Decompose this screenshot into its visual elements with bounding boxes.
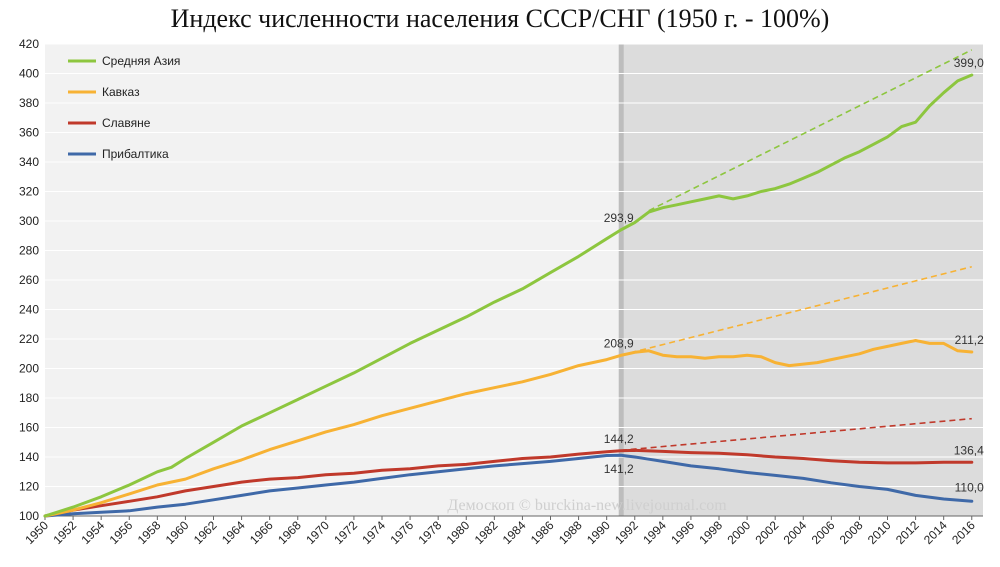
- data-label: 110,0: [955, 480, 984, 494]
- x-tick-label: 2014: [921, 518, 950, 547]
- x-tick-label: 2012: [893, 518, 922, 547]
- y-tick-label: 100: [19, 509, 39, 523]
- series-line: [43, 453, 974, 518]
- x-tick-label: 2008: [837, 518, 866, 547]
- y-tick-label: 380: [19, 96, 39, 110]
- y-tick-label: 360: [19, 126, 39, 140]
- x-tick-label: 2002: [753, 518, 782, 547]
- data-label: 141,2: [604, 462, 634, 476]
- series-line: [43, 73, 974, 518]
- legend-label: Прибалтика: [102, 147, 169, 161]
- x-tick-label: 1984: [500, 518, 529, 547]
- y-tick-label: 140: [19, 450, 39, 464]
- x-tick-label: 1986: [528, 518, 557, 547]
- legend-label: Кавказ: [102, 85, 140, 99]
- watermark: Демоскоп © burckina-new.livejournal.com: [447, 497, 727, 514]
- x-tick-label: 1978: [416, 518, 445, 547]
- y-tick-label: 400: [19, 67, 39, 81]
- trend-line: [620, 417, 972, 452]
- y-tick-label: 160: [19, 421, 39, 435]
- x-tick-label: 1976: [387, 518, 416, 547]
- legend-label: Средняя Азия: [102, 54, 180, 68]
- y-tick-label: 200: [19, 362, 39, 376]
- x-tick-label: 1998: [696, 518, 725, 547]
- x-tick-label: 1980: [444, 518, 473, 547]
- trend-line: [620, 265, 972, 357]
- x-tick-label: 1992: [612, 518, 641, 547]
- x-tick-label: 1956: [107, 518, 136, 547]
- y-tick-label: 220: [19, 332, 39, 346]
- x-tick-label: 1960: [163, 518, 192, 547]
- x-tick-label: 1958: [135, 518, 164, 547]
- data-label: 399,0: [954, 56, 984, 70]
- y-tick-label: 260: [19, 273, 39, 287]
- x-tick-label: 1970: [303, 518, 332, 547]
- x-tick-label: 1982: [472, 518, 501, 547]
- series-line: [43, 448, 974, 518]
- x-tick-label: 1962: [191, 518, 220, 547]
- x-tick-label: 1964: [219, 518, 248, 547]
- y-tick-label: 240: [19, 303, 39, 317]
- x-tick-label: 2000: [724, 518, 753, 547]
- x-tick-label: 1996: [668, 518, 697, 547]
- series-line: [43, 339, 974, 518]
- data-label: 208,9: [604, 336, 634, 350]
- x-tick-label: 2004: [781, 518, 810, 547]
- x-tick-label: 1968: [275, 518, 304, 547]
- x-tick-label: 1990: [584, 518, 613, 547]
- y-tick-label: 180: [19, 391, 39, 405]
- x-tick-label: 1966: [247, 518, 276, 547]
- data-label: 144,2: [604, 432, 634, 446]
- x-tick-label: 1974: [359, 518, 388, 547]
- legend-label: Славяне: [102, 116, 151, 130]
- x-tick-label: 1954: [79, 518, 108, 547]
- trend-line: [648, 49, 973, 212]
- x-tick-label: 2010: [865, 518, 894, 547]
- y-tick-label: 420: [19, 37, 39, 51]
- chart-title: Индекс численности населения СССР/СНГ (1…: [170, 4, 830, 33]
- y-tick-label: 320: [19, 185, 39, 199]
- data-label: 293,9: [604, 211, 634, 225]
- data-label: 136,4: [954, 443, 984, 457]
- data-label: 211,2: [955, 333, 984, 347]
- x-tick-label: 1988: [556, 518, 585, 547]
- y-tick-label: 120: [19, 480, 39, 494]
- y-tick-label: 340: [19, 155, 39, 169]
- x-tick-label: 1952: [50, 518, 79, 547]
- x-tick-label: 1972: [331, 518, 360, 547]
- x-tick-label: 1994: [640, 518, 669, 547]
- y-tick-label: 300: [19, 214, 39, 228]
- y-tick-label: 280: [19, 244, 39, 258]
- x-tick-label: 2016: [949, 518, 978, 547]
- x-tick-label: 2006: [809, 518, 838, 547]
